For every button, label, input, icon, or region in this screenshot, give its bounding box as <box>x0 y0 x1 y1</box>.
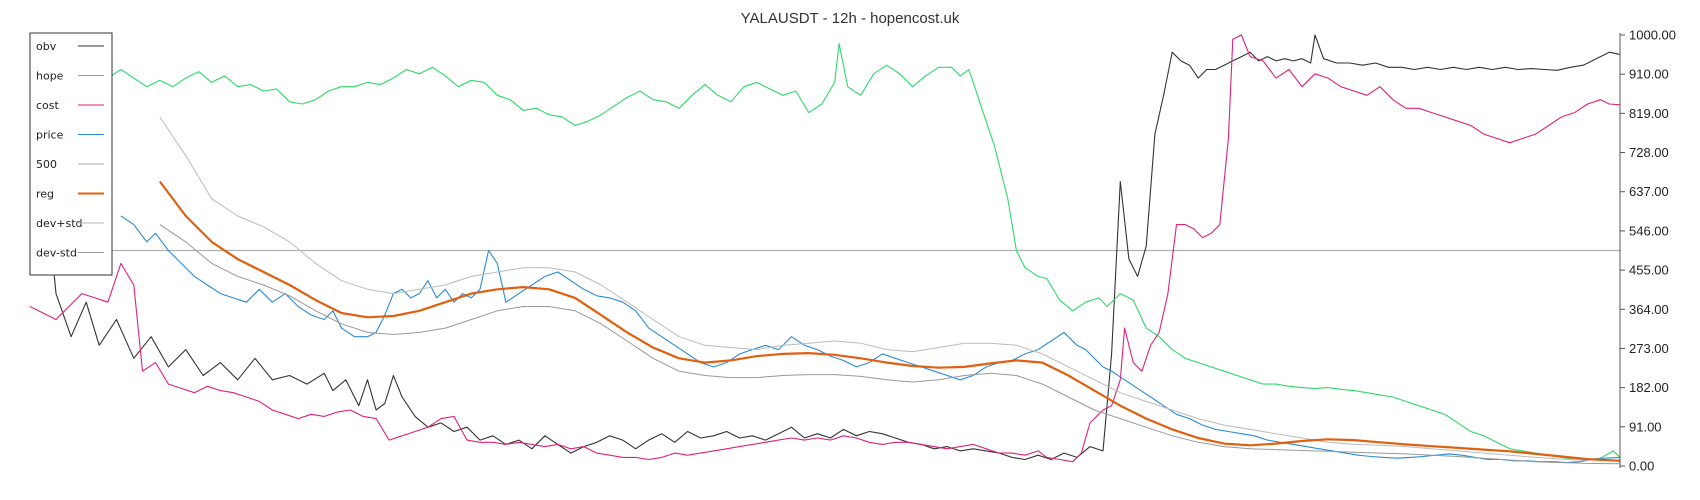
y-tick-label: 728.00 <box>1629 145 1669 160</box>
legend-box <box>29 32 113 276</box>
legend: obv hope cost price 500 reg dev+std dev-std <box>29 32 113 276</box>
y-tick-label: 637.00 <box>1629 184 1669 199</box>
y-tick-label: 546.00 <box>1629 223 1669 238</box>
y-tick-label: 455.00 <box>1629 263 1669 278</box>
legend-label: cost <box>36 99 60 112</box>
series-line-4 <box>159 116 1620 461</box>
legend-label: obv <box>36 40 57 53</box>
y-tick-label: 819.00 <box>1629 106 1669 121</box>
y-tick-label: 273.00 <box>1629 341 1669 356</box>
series-line-3 <box>120 215 1621 464</box>
legend-label: hope <box>36 70 64 83</box>
series-line-5 <box>159 224 1621 465</box>
y-tick-label: 0.00 <box>1629 459 1654 474</box>
legend-label: reg <box>36 188 54 201</box>
legend-label: 500 <box>36 158 57 171</box>
series-line-6 <box>158 180 1621 462</box>
y-axis: 0.00 91.00 182.00 273.00 364.00 455.00 546.00 6… <box>1619 28 1676 474</box>
plot-area <box>29 34 1621 465</box>
y-tick-label: 364.00 <box>1629 302 1669 317</box>
series-line-1 <box>29 43 1621 461</box>
y-tick-label: 910.00 <box>1629 67 1669 82</box>
legend-label: price <box>36 129 64 142</box>
y-tick-label: 91.00 <box>1629 419 1662 434</box>
legend-label: dev+std <box>36 217 83 230</box>
y-tick-label: 182.00 <box>1629 380 1669 395</box>
chart-title: YALAUSDT - 12h - hopencost.uk <box>740 10 960 27</box>
y-tick-label: 1000.00 <box>1629 28 1676 43</box>
series-line-2 <box>29 34 1621 463</box>
legend-label: dev-std <box>36 247 77 260</box>
